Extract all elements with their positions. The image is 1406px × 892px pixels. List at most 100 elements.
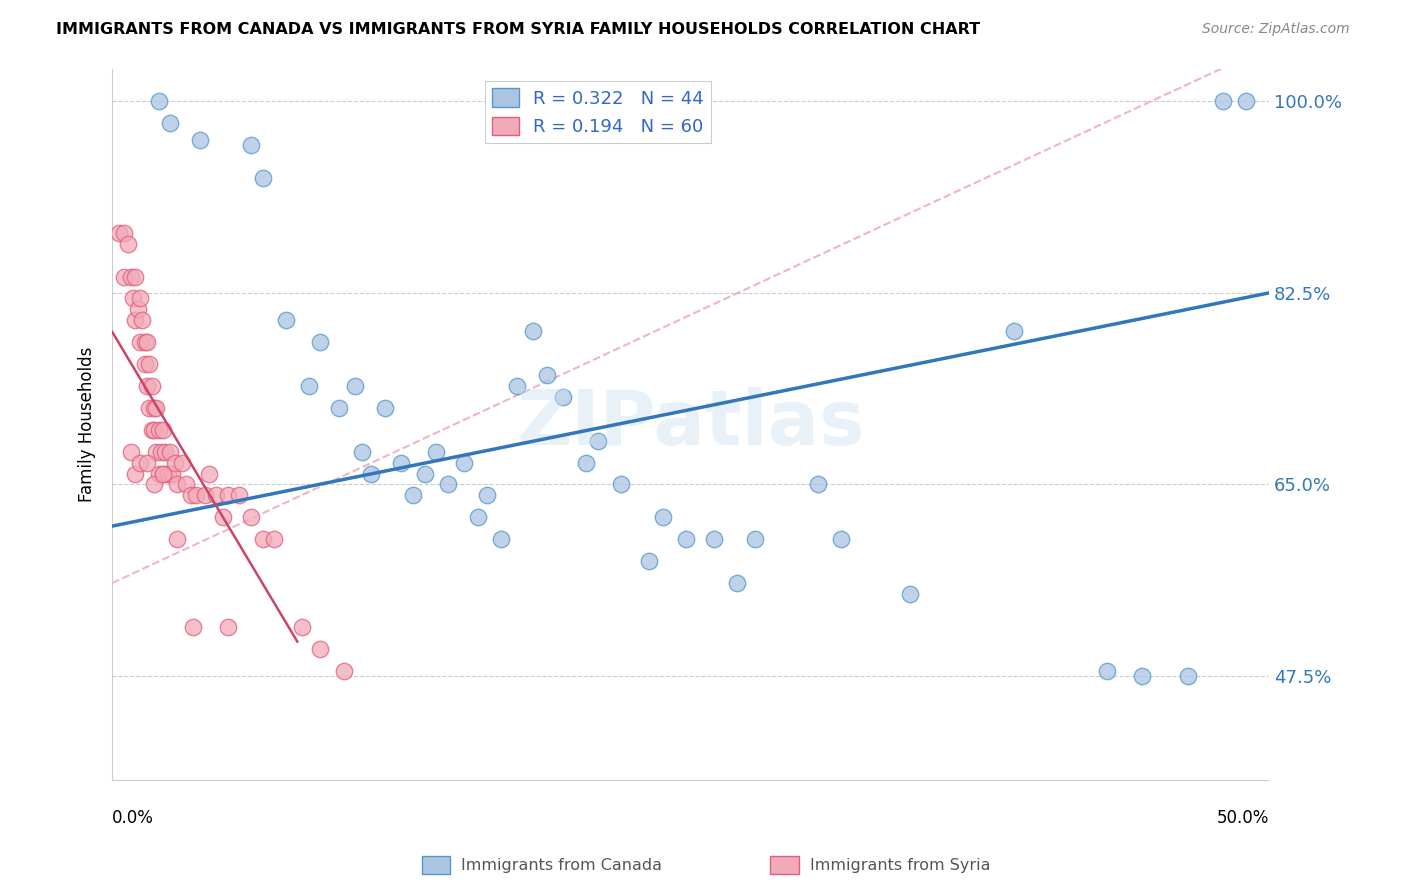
- Point: [112, 226, 135, 240]
- Point: [112, 269, 135, 284]
- Text: Immigrants from Syria: Immigrants from Syria: [810, 858, 990, 872]
- Point: [1004, 324, 1026, 338]
- Point: [134, 335, 156, 350]
- Point: [332, 664, 354, 678]
- Point: [212, 510, 235, 524]
- Point: [309, 641, 332, 656]
- Point: [166, 533, 188, 547]
- Point: [807, 477, 830, 491]
- Point: [252, 533, 274, 547]
- Point: [138, 401, 160, 415]
- Y-axis label: Family Households: Family Households: [79, 347, 96, 502]
- Point: [138, 357, 160, 371]
- Point: [240, 510, 263, 524]
- Point: [240, 138, 263, 153]
- Point: [402, 488, 425, 502]
- Point: [142, 401, 165, 415]
- Point: [425, 444, 447, 458]
- Point: [391, 456, 413, 470]
- Point: [159, 116, 181, 130]
- Point: [217, 620, 239, 634]
- Point: [610, 477, 633, 491]
- Point: [170, 456, 193, 470]
- Point: [291, 620, 314, 634]
- Text: ZIPatlas: ZIPatlas: [516, 387, 865, 461]
- Point: [467, 510, 489, 524]
- Point: [506, 379, 529, 393]
- Point: [136, 456, 159, 470]
- Point: [198, 467, 221, 481]
- Point: [124, 313, 146, 327]
- Point: [141, 423, 163, 437]
- Point: [166, 477, 188, 491]
- Point: [141, 379, 163, 393]
- Point: [163, 456, 186, 470]
- Point: [148, 467, 170, 481]
- Point: [744, 533, 766, 547]
- Point: [162, 467, 184, 481]
- Point: [205, 488, 228, 502]
- Point: [145, 401, 167, 415]
- Point: [152, 423, 174, 437]
- Point: [217, 488, 239, 502]
- Point: [413, 467, 436, 481]
- Point: [228, 488, 250, 502]
- Point: [703, 533, 725, 547]
- Point: [651, 510, 673, 524]
- Point: [575, 456, 598, 470]
- Point: [108, 226, 131, 240]
- Point: [638, 554, 661, 568]
- Point: [129, 456, 152, 470]
- Point: [725, 576, 748, 591]
- Point: [374, 401, 396, 415]
- Point: [184, 488, 207, 502]
- Point: [117, 236, 139, 251]
- Text: 50.0%: 50.0%: [1216, 809, 1270, 827]
- Point: [360, 467, 382, 481]
- Point: [586, 434, 609, 448]
- Point: [1130, 669, 1153, 683]
- Point: [1234, 95, 1257, 109]
- Point: [1095, 664, 1118, 678]
- Point: [136, 335, 159, 350]
- Point: [124, 467, 146, 481]
- Text: Immigrants from Canada: Immigrants from Canada: [461, 858, 662, 872]
- Point: [436, 477, 458, 491]
- Legend: R = 0.322   N = 44, R = 0.194   N = 60: R = 0.322 N = 44, R = 0.194 N = 60: [485, 81, 711, 144]
- Point: [149, 444, 172, 458]
- Point: [328, 401, 350, 415]
- Point: [142, 477, 165, 491]
- Point: [453, 456, 475, 470]
- Point: [274, 313, 297, 327]
- Point: [142, 423, 165, 437]
- Point: [152, 467, 174, 481]
- Point: [352, 444, 374, 458]
- Point: [188, 133, 211, 147]
- Point: [252, 171, 274, 186]
- Point: [181, 620, 204, 634]
- Text: IMMIGRANTS FROM CANADA VS IMMIGRANTS FROM SYRIA FAMILY HOUSEHOLDS CORRELATION CH: IMMIGRANTS FROM CANADA VS IMMIGRANTS FRO…: [56, 22, 980, 37]
- Point: [124, 269, 146, 284]
- Point: [148, 95, 170, 109]
- Point: [174, 477, 197, 491]
- Point: [148, 423, 170, 437]
- Point: [122, 292, 145, 306]
- Point: [180, 488, 202, 502]
- Point: [145, 444, 167, 458]
- Point: [522, 324, 544, 338]
- Point: [129, 292, 152, 306]
- Point: [155, 444, 177, 458]
- Point: [131, 313, 153, 327]
- Point: [675, 533, 697, 547]
- Text: Source: ZipAtlas.com: Source: ZipAtlas.com: [1202, 22, 1350, 37]
- Point: [134, 357, 156, 371]
- Point: [344, 379, 367, 393]
- Point: [830, 533, 852, 547]
- Point: [1212, 95, 1234, 109]
- Point: [136, 379, 159, 393]
- Point: [120, 269, 142, 284]
- Point: [129, 335, 152, 350]
- Text: 0.0%: 0.0%: [112, 809, 155, 827]
- Point: [309, 335, 332, 350]
- Point: [298, 379, 321, 393]
